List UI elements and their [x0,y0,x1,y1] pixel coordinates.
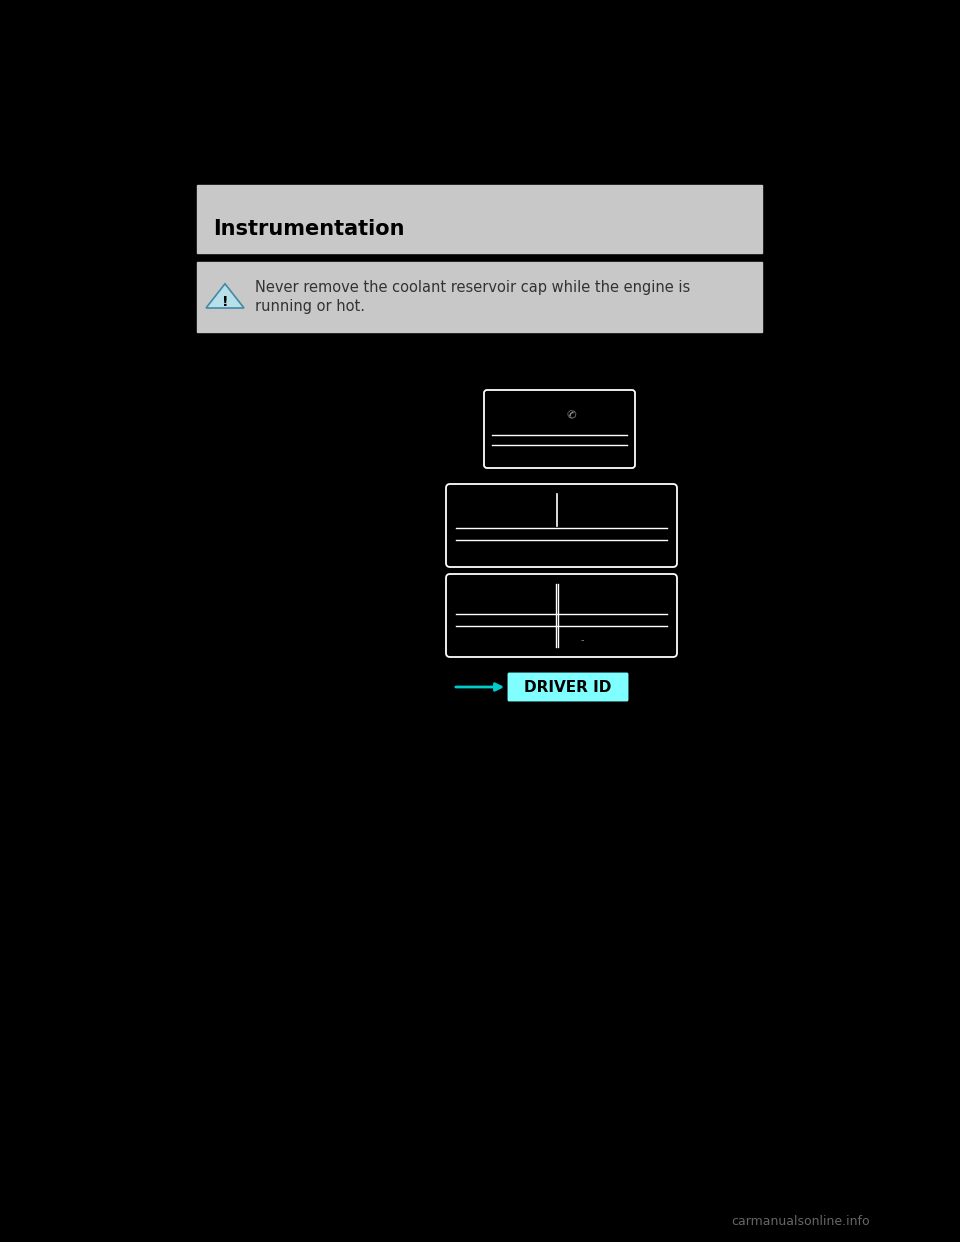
FancyBboxPatch shape [197,185,762,253]
Text: Instrumentation: Instrumentation [213,219,404,238]
Polygon shape [206,284,244,308]
FancyBboxPatch shape [507,672,629,702]
Text: !: ! [222,296,228,309]
FancyBboxPatch shape [197,262,762,332]
FancyBboxPatch shape [446,574,677,657]
Text: carmanualsonline.info: carmanualsonline.info [732,1215,870,1228]
Text: Never remove the coolant reservoir cap while the engine is: Never remove the coolant reservoir cap w… [255,279,690,296]
FancyBboxPatch shape [446,484,677,568]
Text: running or hot.: running or hot. [255,299,365,314]
Text: ✆: ✆ [565,409,577,421]
Text: DRIVER ID: DRIVER ID [524,679,612,694]
Text: -: - [580,635,584,645]
FancyBboxPatch shape [484,390,635,468]
